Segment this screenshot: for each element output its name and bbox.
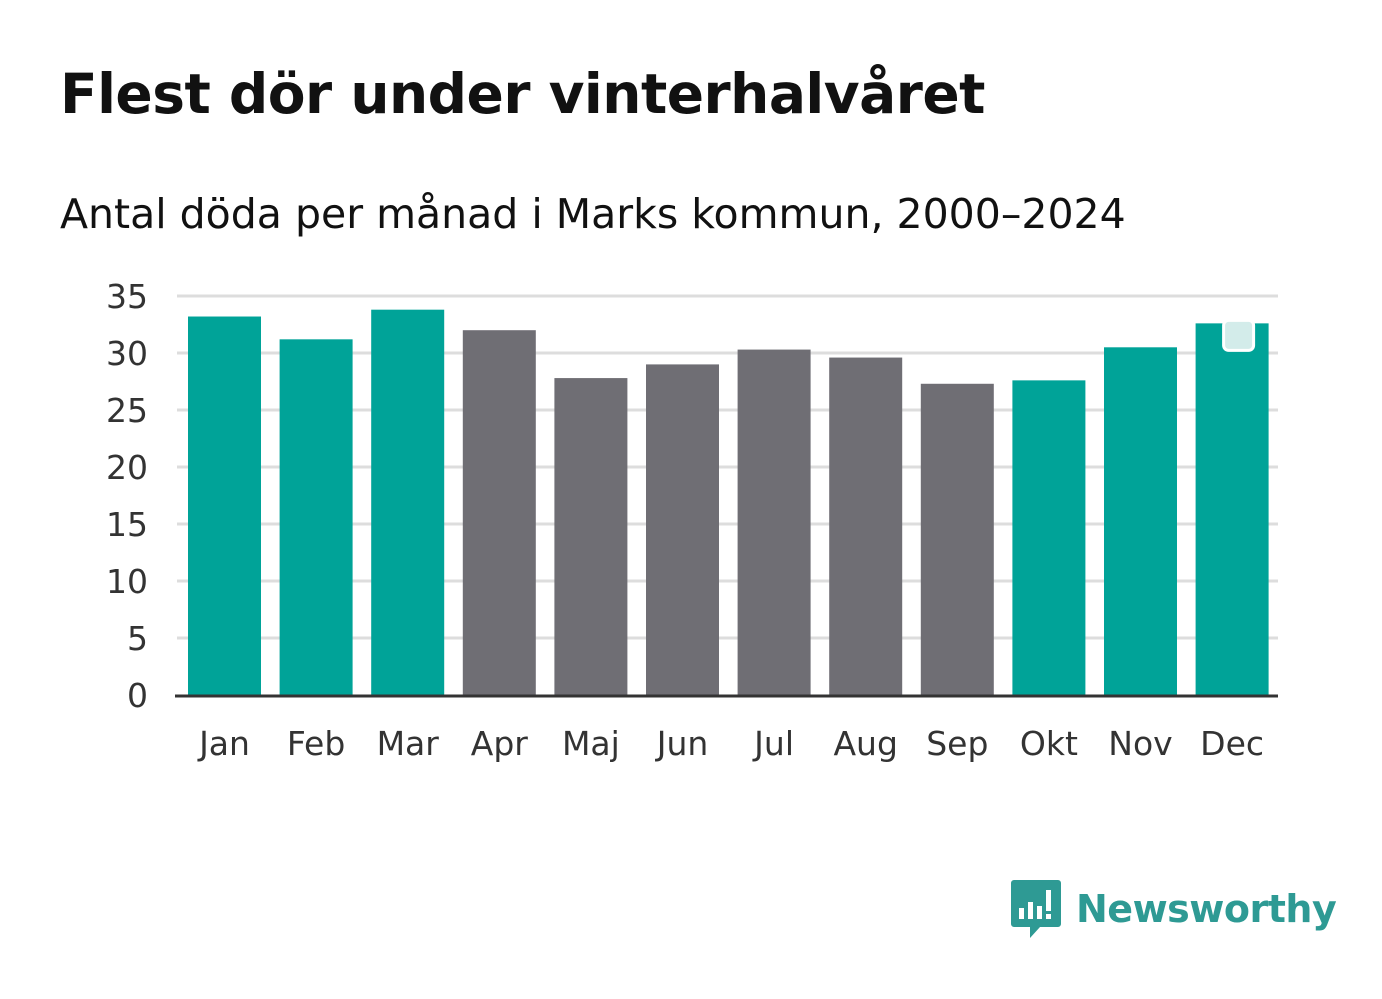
gridlines xyxy=(177,294,1278,640)
bar-aug[interactable] xyxy=(829,357,903,695)
x-tick-label: Dec xyxy=(1200,724,1264,763)
x-tick-label: Maj xyxy=(562,724,620,763)
bar-apr[interactable] xyxy=(462,330,536,695)
bar-jun[interactable] xyxy=(646,364,719,695)
newsworthy-icon xyxy=(1011,880,1061,938)
y-tick-label: 35 xyxy=(106,277,148,316)
x-tick-label: Sep xyxy=(926,724,988,763)
bar-jan[interactable] xyxy=(188,316,261,695)
brand-logo: Newsworthy xyxy=(1010,878,1337,940)
x-tick-label: Nov xyxy=(1108,724,1172,763)
x-tick-label: Feb xyxy=(287,724,345,763)
chart-subtitle: Antal döda per månad i Marks kommun, 200… xyxy=(60,190,1126,238)
bar-jul[interactable] xyxy=(737,349,811,695)
y-tick-label: 5 xyxy=(127,619,148,658)
bar-sep[interactable] xyxy=(920,383,994,695)
y-tick-label: 15 xyxy=(106,505,148,544)
x-tick-label: Jun xyxy=(655,724,709,763)
bar-dec[interactable] xyxy=(1195,323,1269,695)
x-tick-label: Okt xyxy=(1020,724,1078,763)
y-axis-ticks: 0 5 10 15 20 25 30 35 xyxy=(106,277,148,715)
y-tick-label: 0 xyxy=(127,676,148,715)
x-tick-label: Apr xyxy=(471,724,529,763)
bar-maj[interactable] xyxy=(554,378,628,695)
y-tick-label: 10 xyxy=(106,562,148,601)
bars xyxy=(188,309,1269,695)
bar-nov[interactable] xyxy=(1104,347,1177,695)
y-tick-label: 20 xyxy=(106,448,148,487)
x-tick-label: Jul xyxy=(752,724,794,763)
bar-chart: 0 5 10 15 20 25 30 35 Jan Feb Mar Apr Maj Jun Jul Aug S… xyxy=(106,277,1278,763)
x-tick-label: Mar xyxy=(377,724,440,763)
x-axis-ticks: Jan Feb Mar Apr Maj Jun Jul Aug Sep Okt Nov Dec xyxy=(197,724,1264,763)
brand-name: Newsworthy xyxy=(1076,887,1337,931)
x-tick-label: Aug xyxy=(833,724,897,763)
bar-okt[interactable] xyxy=(1012,380,1086,695)
hover-marker xyxy=(1222,318,1256,352)
y-tick-label: 30 xyxy=(106,334,148,373)
bar-mar[interactable] xyxy=(371,309,445,695)
x-tick-label: Jan xyxy=(197,724,250,763)
y-tick-label: 25 xyxy=(106,391,148,430)
bar-feb[interactable] xyxy=(279,339,353,695)
chart-title: Flest dör under vinterhalvåret xyxy=(60,62,985,126)
